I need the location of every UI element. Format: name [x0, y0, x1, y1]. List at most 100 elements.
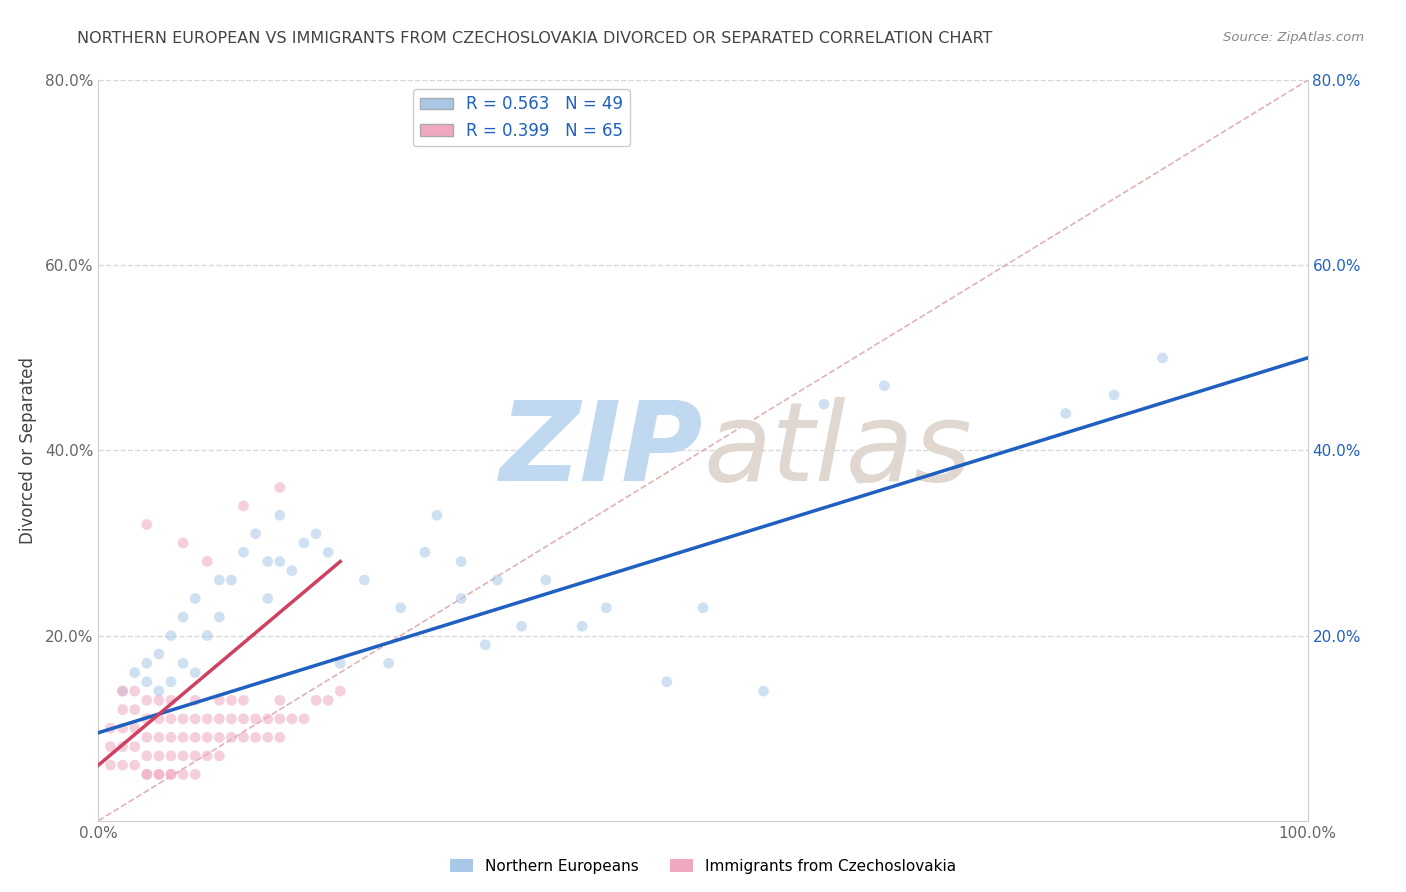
- Point: [256, 712, 278, 726]
- Point: [413, 545, 436, 559]
- Point: [111, 703, 134, 717]
- Point: [135, 693, 157, 707]
- Point: [281, 564, 304, 578]
- Point: [208, 693, 231, 707]
- Point: [1152, 351, 1174, 365]
- Point: [221, 712, 243, 726]
- Point: [281, 712, 304, 726]
- Point: [172, 712, 194, 726]
- Point: [195, 554, 218, 569]
- Point: [873, 378, 896, 392]
- Point: [389, 600, 412, 615]
- Point: [111, 739, 134, 754]
- Point: [292, 712, 315, 726]
- Point: [486, 573, 509, 587]
- Point: [534, 573, 557, 587]
- Point: [232, 712, 254, 726]
- Point: [160, 748, 183, 763]
- Point: [571, 619, 593, 633]
- Point: [256, 591, 278, 606]
- Point: [135, 712, 157, 726]
- Point: [269, 712, 291, 726]
- Point: [232, 693, 254, 707]
- Point: [316, 545, 339, 559]
- Point: [1054, 407, 1077, 421]
- Point: [245, 526, 267, 541]
- Point: [316, 693, 339, 707]
- Point: [269, 731, 291, 745]
- Legend: R = 0.563   N = 49, R = 0.399   N = 65: R = 0.563 N = 49, R = 0.399 N = 65: [413, 88, 630, 146]
- Point: [1102, 388, 1125, 402]
- Point: [269, 508, 291, 523]
- Point: [195, 748, 218, 763]
- Point: [172, 657, 194, 671]
- Point: [305, 693, 328, 707]
- Point: [160, 767, 183, 781]
- Point: [160, 731, 183, 745]
- Point: [148, 748, 170, 763]
- Point: [184, 767, 207, 781]
- Point: [184, 731, 207, 745]
- Point: [184, 712, 207, 726]
- Point: [172, 610, 194, 624]
- Point: [256, 731, 278, 745]
- Text: ZIP: ZIP: [499, 397, 703, 504]
- Point: [305, 526, 328, 541]
- Point: [655, 674, 678, 689]
- Point: [232, 731, 254, 745]
- Point: [100, 721, 122, 735]
- Point: [208, 748, 231, 763]
- Point: [124, 665, 146, 680]
- Point: [148, 767, 170, 781]
- Point: [124, 703, 146, 717]
- Point: [135, 767, 157, 781]
- Point: [148, 731, 170, 745]
- Point: [148, 647, 170, 661]
- Point: [111, 684, 134, 698]
- Point: [208, 610, 231, 624]
- Point: [329, 657, 352, 671]
- Point: [329, 684, 352, 698]
- Point: [377, 657, 399, 671]
- Point: [232, 499, 254, 513]
- Point: [692, 600, 714, 615]
- Point: [135, 767, 157, 781]
- Point: [195, 712, 218, 726]
- Text: Source: ZipAtlas.com: Source: ZipAtlas.com: [1223, 31, 1364, 45]
- Point: [245, 731, 267, 745]
- Point: [474, 638, 496, 652]
- Point: [221, 693, 243, 707]
- Point: [450, 554, 472, 569]
- Point: [184, 693, 207, 707]
- Point: [160, 767, 183, 781]
- Point: [232, 545, 254, 559]
- Point: [148, 712, 170, 726]
- Point: [256, 554, 278, 569]
- Point: [221, 573, 243, 587]
- Point: [184, 665, 207, 680]
- Point: [353, 573, 375, 587]
- Point: [292, 536, 315, 550]
- Point: [849, 471, 872, 485]
- Point: [148, 684, 170, 698]
- Point: [208, 573, 231, 587]
- Point: [172, 748, 194, 763]
- Text: NORTHERN EUROPEAN VS IMMIGRANTS FROM CZECHOSLOVAKIA DIVORCED OR SEPARATED CORREL: NORTHERN EUROPEAN VS IMMIGRANTS FROM CZE…: [77, 31, 993, 46]
- Point: [124, 721, 146, 735]
- Legend: Northern Europeans, Immigrants from Czechoslovakia: Northern Europeans, Immigrants from Czec…: [444, 853, 962, 880]
- Point: [269, 481, 291, 495]
- Point: [111, 721, 134, 735]
- Point: [208, 731, 231, 745]
- Point: [208, 712, 231, 726]
- Point: [135, 731, 157, 745]
- Point: [124, 758, 146, 772]
- Point: [245, 712, 267, 726]
- Point: [135, 517, 157, 532]
- Point: [269, 693, 291, 707]
- Point: [752, 684, 775, 698]
- Point: [450, 591, 472, 606]
- Point: [135, 674, 157, 689]
- Point: [510, 619, 533, 633]
- Point: [426, 508, 449, 523]
- Point: [100, 758, 122, 772]
